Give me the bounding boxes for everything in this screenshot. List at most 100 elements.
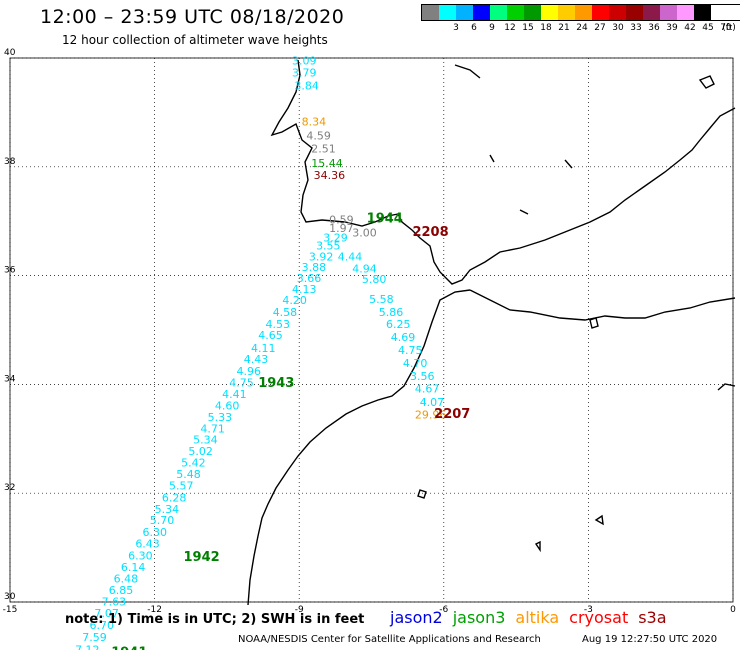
- wave-height-value: 4.67: [415, 383, 440, 396]
- coastline-north-africa: [469, 289, 736, 321]
- satellite-name: s3a: [638, 608, 667, 627]
- wave-height-value: 3.29: [323, 231, 348, 244]
- wave-height-value: 4.53: [265, 318, 290, 331]
- wave-height-value: 7.07: [94, 607, 119, 620]
- wave-height-value: 15.44: [311, 157, 343, 170]
- wave-height-value: 3.84: [294, 80, 319, 93]
- wave-height-value: 3.79: [292, 66, 317, 79]
- wave-height-value: 3.09: [292, 55, 317, 68]
- lon-tick-label: -6: [439, 605, 448, 615]
- legend-swatch: [490, 5, 507, 20]
- lat-tick-label: 38: [4, 157, 16, 167]
- legend-tick-label: 3: [453, 23, 459, 33]
- satellite-name: altika: [515, 608, 560, 627]
- island-coast-detail: [454, 64, 481, 79]
- wave-height-value: 3.55: [316, 239, 341, 252]
- wave-height-value: 8.34: [302, 115, 327, 128]
- pass-time-label: 1942: [184, 550, 220, 565]
- wave-height-value: 4.43: [244, 353, 269, 366]
- lat-tick-label: 36: [4, 266, 16, 276]
- lon-tick-label: -12: [147, 605, 162, 615]
- wave-height-value: 4.69: [391, 331, 416, 344]
- legend-unit: (ft): [722, 23, 736, 33]
- wave-height-value: 5.34: [193, 434, 218, 447]
- legend-tick-label: 18: [540, 23, 552, 33]
- island-balearic: [698, 75, 715, 89]
- wave-height-value: 6.48: [114, 572, 139, 585]
- wave-height-value: 5.58: [369, 293, 394, 306]
- legend-tick-label: 12: [504, 23, 516, 33]
- legend-swatch: [473, 5, 490, 20]
- generated-timestamp: Aug 19 12:27:50 UTC 2020: [582, 634, 718, 645]
- legend-tick-label: 70: [720, 23, 732, 33]
- inland-feature-2: [564, 159, 573, 169]
- map-frame: [9, 57, 734, 603]
- wave-height-value: 6.28: [162, 491, 187, 504]
- legend-swatch: [609, 5, 626, 20]
- wave-height-color-legend: 3 6 9 12 15 18 21 24 27 30 33 36 39 42 45 70 (ft): [421, 4, 740, 35]
- satellite-name: cryosat: [569, 608, 629, 627]
- legend-tick-label: 42: [684, 23, 696, 33]
- wave-height-value: 6.85: [109, 584, 134, 597]
- legend-tick-label: 39: [666, 23, 678, 33]
- wave-height-value: 4.71: [200, 422, 225, 435]
- wave-height-value: 7.12: [75, 644, 100, 650]
- lat-tick-label: 40: [4, 48, 16, 58]
- wave-height-value: 3.56: [410, 370, 435, 383]
- wave-height-value: 1.97: [329, 222, 354, 235]
- legend-swatch: [643, 5, 660, 20]
- wave-height-value: 4.41: [222, 388, 247, 401]
- island-south-2: [534, 540, 541, 553]
- wave-height-value: 4.44: [338, 250, 363, 263]
- wave-height-value: 5.42: [181, 457, 206, 470]
- coastline-morocco: [247, 289, 471, 606]
- wave-height-value: 34.36: [314, 169, 346, 182]
- wave-height-value: 6.14: [121, 561, 146, 574]
- lon-tick-label: 0: [730, 605, 736, 615]
- legend-swatch: [558, 5, 575, 20]
- wave-height-value: 3.00: [352, 226, 377, 239]
- pass-time-label: 2207: [434, 407, 470, 422]
- legend-swatch: [677, 5, 694, 20]
- wave-height-value: 6.25: [386, 318, 411, 331]
- legend-tick-label: 45: [702, 23, 714, 33]
- pass-time-label: 2208: [412, 225, 448, 240]
- wave-height-value: 2.51: [311, 143, 336, 156]
- lat-tick-label: 32: [4, 483, 15, 493]
- legend-tick-label: 24: [576, 23, 588, 33]
- legend-tick-label: 9: [489, 23, 495, 33]
- satellite-name: jason2: [390, 608, 443, 627]
- wave-height-value: 4.20: [282, 294, 307, 307]
- legend-swatch: [660, 5, 677, 20]
- legend-swatch: [592, 5, 609, 20]
- lon-tick-label: -15: [3, 605, 18, 615]
- wave-height-value: 5.57: [169, 479, 194, 492]
- lat-lon-grid: [9, 57, 734, 603]
- wave-height-value: 4.13: [292, 283, 317, 296]
- lat-tick-label: 34: [4, 374, 16, 384]
- wave-height-value: 5.02: [188, 445, 213, 458]
- axis-labels: -15 -12 -9 -6 -3 0 40 38 36 34 32 30: [3, 48, 736, 615]
- satellite-pass-times: 1944 2208 1943 2207 1942 1941: [111, 211, 470, 650]
- wave-height-value: 4.59: [306, 130, 331, 143]
- wave-height-value: 6.70: [90, 619, 115, 632]
- wave-height-value: 6.30: [128, 550, 153, 563]
- wave-height-value: 5.86: [379, 306, 404, 319]
- legend-color-bar: [421, 4, 740, 21]
- legend-swatch: [524, 5, 541, 20]
- wave-height-value: 4.07: [420, 396, 445, 409]
- island-canary: [417, 489, 427, 499]
- wave-height-value: 5.48: [176, 468, 201, 481]
- units-note: note: 1) Time is in UTC; 2) SWH is in fe…: [65, 612, 365, 627]
- credit-line: NOAA/NESDIS Center for Satellite Applica…: [238, 634, 541, 645]
- coastline: [247, 59, 736, 606]
- legend-swatch: [541, 5, 558, 20]
- wave-height-value: 7.59: [82, 631, 107, 644]
- inland-feature: [489, 154, 495, 163]
- legend-swatch: [694, 5, 711, 20]
- lon-tick-label: -3: [584, 605, 593, 615]
- legend-labels: 3 6 9 12 15 18 21 24 27 30 33 36 39 42 45 70 (ft): [421, 21, 740, 35]
- legend-tick-label: 33: [630, 23, 642, 33]
